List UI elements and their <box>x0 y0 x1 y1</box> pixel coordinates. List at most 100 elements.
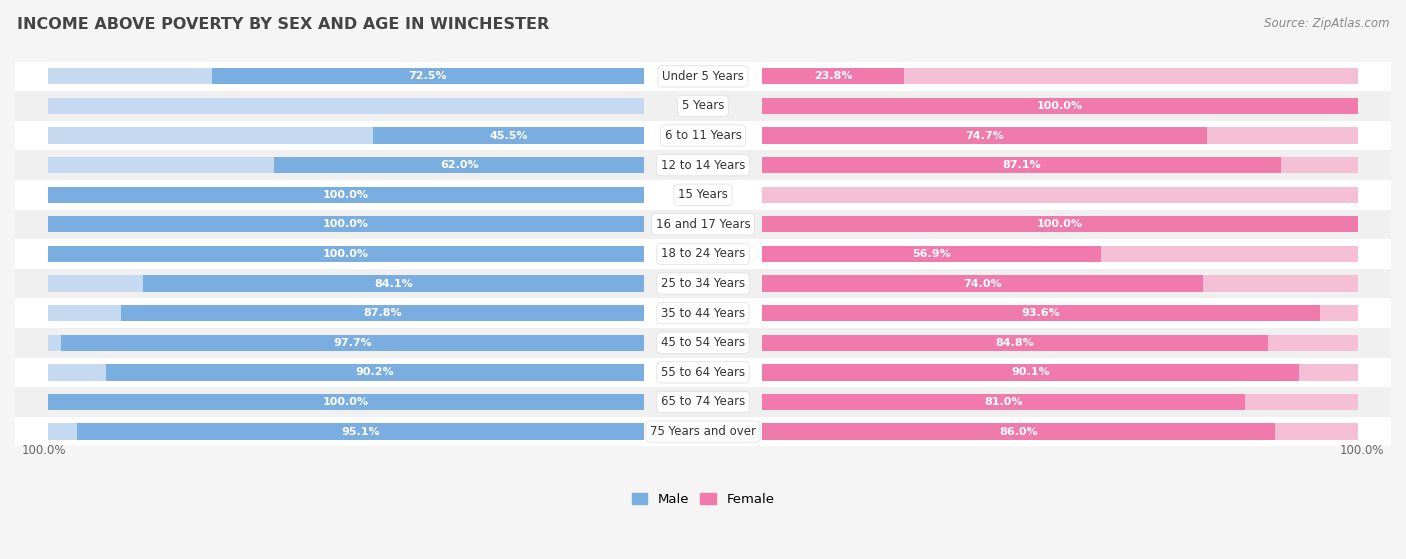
Text: 100.0%: 100.0% <box>1038 101 1083 111</box>
Bar <box>0 180 1406 210</box>
Bar <box>762 423 1275 440</box>
Text: INCOME ABOVE POVERTY BY SEX AND AGE IN WINCHESTER: INCOME ABOVE POVERTY BY SEX AND AGE IN W… <box>17 17 550 32</box>
Bar <box>48 127 644 144</box>
Text: 90.1%: 90.1% <box>1011 367 1050 377</box>
Bar <box>48 98 644 114</box>
Bar <box>0 358 1406 387</box>
Bar <box>762 157 1358 173</box>
Text: 93.6%: 93.6% <box>1022 308 1060 318</box>
Bar <box>142 276 644 292</box>
Bar <box>48 394 644 410</box>
Bar <box>762 187 1358 203</box>
Bar <box>762 246 1358 262</box>
Bar <box>121 305 644 321</box>
Bar <box>762 335 1268 351</box>
Text: 87.1%: 87.1% <box>1002 160 1040 170</box>
Text: 45 to 54 Years: 45 to 54 Years <box>661 337 745 349</box>
Text: 56.9%: 56.9% <box>912 249 950 259</box>
Bar <box>48 276 644 292</box>
Bar <box>48 187 644 203</box>
Text: 100.0%: 100.0% <box>21 444 66 457</box>
Text: 16 and 17 Years: 16 and 17 Years <box>655 218 751 231</box>
Bar <box>48 157 644 173</box>
Bar <box>0 417 1406 447</box>
Bar <box>0 210 1406 239</box>
Bar <box>762 98 1358 114</box>
Bar <box>0 239 1406 269</box>
Bar <box>762 216 1358 233</box>
Bar <box>762 335 1358 351</box>
Text: 62.0%: 62.0% <box>440 160 478 170</box>
Bar <box>762 276 1204 292</box>
Text: 6 to 11 Years: 6 to 11 Years <box>665 129 741 142</box>
Bar <box>762 157 1281 173</box>
Bar <box>107 364 644 381</box>
Text: 25 to 34 Years: 25 to 34 Years <box>661 277 745 290</box>
Bar <box>762 68 1358 84</box>
Text: 12 to 14 Years: 12 to 14 Years <box>661 159 745 172</box>
Text: 72.5%: 72.5% <box>409 72 447 81</box>
Text: 35 to 44 Years: 35 to 44 Years <box>661 307 745 320</box>
Bar <box>48 335 644 351</box>
Text: 100.0%: 100.0% <box>323 397 368 407</box>
Text: 100.0%: 100.0% <box>1340 444 1385 457</box>
Bar <box>48 246 644 262</box>
Text: 84.1%: 84.1% <box>374 278 413 288</box>
Bar <box>762 127 1208 144</box>
Bar <box>212 68 644 84</box>
Bar <box>762 246 1101 262</box>
Bar <box>0 91 1406 121</box>
Bar <box>62 335 644 351</box>
Text: 100.0%: 100.0% <box>323 219 368 229</box>
Text: 74.0%: 74.0% <box>963 278 1002 288</box>
Text: 5 Years: 5 Years <box>682 100 724 112</box>
Text: 90.2%: 90.2% <box>356 367 395 377</box>
Bar <box>48 423 644 440</box>
Bar <box>762 276 1358 292</box>
Bar <box>0 61 1406 91</box>
Bar <box>762 127 1358 144</box>
Bar <box>48 187 644 203</box>
Text: 65 to 74 Years: 65 to 74 Years <box>661 395 745 409</box>
Text: 84.8%: 84.8% <box>995 338 1035 348</box>
Bar <box>0 299 1406 328</box>
Text: 97.7%: 97.7% <box>333 338 373 348</box>
Text: 100.0%: 100.0% <box>1038 219 1083 229</box>
Bar <box>48 246 644 262</box>
Bar <box>48 216 644 233</box>
Bar <box>762 423 1358 440</box>
Bar <box>762 68 904 84</box>
Bar <box>762 394 1244 410</box>
Bar <box>48 394 644 410</box>
Text: 15 Years: 15 Years <box>678 188 728 201</box>
Text: 86.0%: 86.0% <box>1000 427 1038 437</box>
Text: 100.0%: 100.0% <box>323 190 368 200</box>
Bar <box>0 150 1406 180</box>
Bar <box>762 364 1358 381</box>
Text: 55 to 64 Years: 55 to 64 Years <box>661 366 745 379</box>
Bar <box>77 423 644 440</box>
Bar <box>762 216 1358 233</box>
Text: 18 to 24 Years: 18 to 24 Years <box>661 248 745 260</box>
Bar <box>373 127 644 144</box>
Bar <box>0 269 1406 299</box>
Bar <box>48 364 644 381</box>
Text: 95.1%: 95.1% <box>342 427 380 437</box>
Text: Source: ZipAtlas.com: Source: ZipAtlas.com <box>1264 17 1389 30</box>
Bar <box>48 68 644 84</box>
Bar <box>0 121 1406 150</box>
Text: 74.7%: 74.7% <box>966 131 1004 140</box>
Bar <box>762 364 1299 381</box>
Text: 100.0%: 100.0% <box>323 249 368 259</box>
Bar <box>762 305 1358 321</box>
Bar <box>274 157 644 173</box>
Text: 75 Years and over: 75 Years and over <box>650 425 756 438</box>
Text: 87.8%: 87.8% <box>363 308 402 318</box>
Bar <box>762 98 1358 114</box>
Bar <box>762 305 1320 321</box>
Legend: Male, Female: Male, Female <box>626 487 780 511</box>
Bar <box>48 305 644 321</box>
Text: 45.5%: 45.5% <box>489 131 527 140</box>
Bar <box>0 387 1406 417</box>
Text: Under 5 Years: Under 5 Years <box>662 70 744 83</box>
